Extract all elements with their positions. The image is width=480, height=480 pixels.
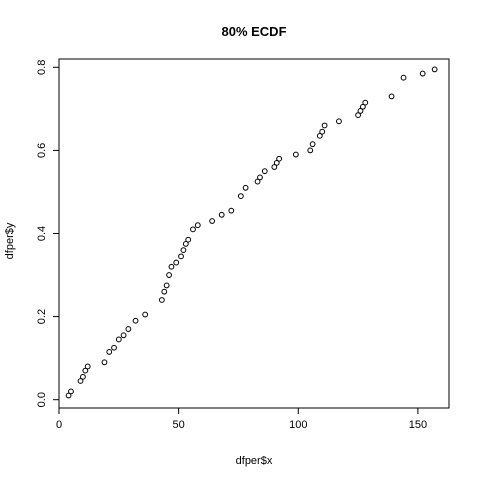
x-axis: 0 50 100 150	[56, 408, 427, 431]
y-axis-label: dfper$y	[4, 222, 16, 259]
data-point	[276, 155, 283, 162]
data-point	[173, 259, 180, 266]
data-point	[319, 128, 326, 135]
y-tick-label: 0.2	[36, 309, 48, 324]
y-axis: 0.0 0.2 0.4 0.6 0.8	[36, 60, 59, 407]
x-tick-label: 0	[56, 419, 62, 431]
data-point	[168, 263, 175, 270]
x-tick-label: 50	[173, 419, 185, 431]
data-point	[419, 70, 426, 77]
data-point	[209, 218, 216, 224]
y-tick-label: 0.6	[36, 143, 48, 158]
x-tick-label: 100	[289, 419, 307, 431]
plot-frame	[58, 58, 450, 409]
data-point	[292, 151, 299, 158]
data-point	[115, 336, 122, 343]
data-point	[163, 282, 170, 289]
data-point	[307, 147, 314, 154]
data-point	[309, 141, 316, 148]
data-point	[77, 378, 84, 384]
data-point	[84, 363, 91, 370]
data-point	[132, 317, 139, 324]
data-point	[431, 66, 438, 73]
data-point	[242, 184, 249, 191]
data-point	[178, 253, 184, 260]
data-point	[362, 99, 369, 106]
data-point	[273, 159, 280, 166]
data-point	[101, 359, 108, 366]
data-point	[237, 193, 244, 200]
data-point	[218, 211, 225, 218]
data-point	[120, 332, 127, 339]
data-point	[388, 93, 395, 100]
data-point	[82, 367, 89, 374]
data-point	[158, 297, 165, 303]
chart-title: 80% ECDF	[221, 24, 286, 39]
data-point	[357, 108, 364, 114]
data-point	[190, 226, 196, 233]
data-point	[355, 112, 361, 118]
data-point	[359, 103, 366, 110]
data-point	[271, 164, 278, 170]
data-point	[166, 272, 172, 278]
data-point	[194, 222, 201, 229]
x-axis-label: dfper$x	[236, 455, 273, 467]
data-point	[400, 74, 407, 81]
data-point	[125, 326, 132, 332]
data-point	[68, 388, 74, 395]
data-point	[254, 178, 261, 185]
data-point	[142, 311, 149, 318]
data-point	[316, 132, 323, 139]
data-point	[80, 373, 86, 380]
data-point	[182, 240, 189, 247]
data-point	[161, 288, 168, 295]
data-point	[65, 392, 72, 399]
data-point	[180, 247, 187, 254]
data-point	[111, 344, 117, 351]
data-point	[257, 174, 263, 181]
y-tick-label: 0.8	[36, 60, 48, 75]
data-point	[185, 236, 192, 243]
data-point	[106, 349, 113, 355]
data-point	[228, 207, 235, 214]
data-points	[65, 66, 438, 399]
data-point	[261, 168, 268, 175]
data-point	[321, 122, 328, 129]
x-tick-label: 150	[409, 419, 427, 431]
y-tick-label: 0.0	[36, 392, 48, 407]
data-point	[336, 118, 342, 125]
y-tick-label: 0.4	[36, 226, 48, 241]
